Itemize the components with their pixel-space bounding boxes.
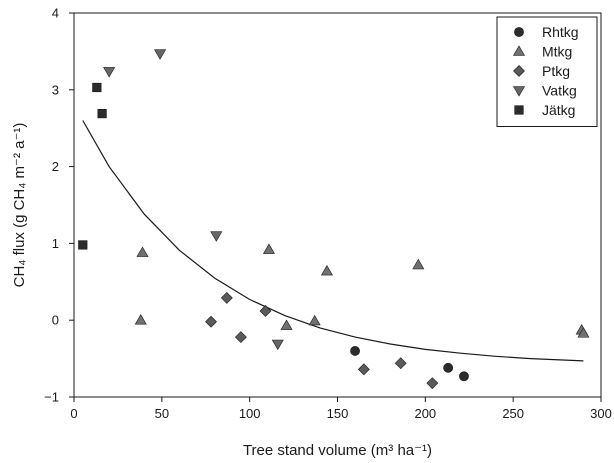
data-point (78, 240, 88, 250)
data-point (262, 243, 276, 254)
data-point (234, 331, 247, 344)
x-axis: 0 50 100 150 200 250 300 (70, 397, 612, 421)
x-tick-label: 300 (590, 406, 612, 421)
data-point (136, 246, 149, 257)
x-tick-label: 50 (155, 406, 169, 421)
data-point (412, 258, 425, 270)
legend: Rhtkg Mtkg Ptkg Vatkg Jätkg (496, 16, 598, 127)
x-tick-label: 0 (70, 406, 77, 421)
y-tick-label: 2 (52, 159, 59, 174)
data-point (220, 292, 233, 304)
data-point (259, 305, 272, 317)
data-point (357, 363, 370, 376)
y-tick-label: 0 (52, 313, 59, 328)
legend-box (496, 16, 598, 127)
legend-label: Ptkg (542, 63, 570, 79)
data-point (443, 362, 454, 373)
y-tick-label: 3 (52, 82, 59, 97)
series-circle (350, 346, 469, 382)
legend-label: Jätkg (542, 102, 575, 118)
data-point (394, 357, 407, 370)
data-point (92, 82, 102, 93)
legend-marker (514, 105, 524, 115)
y-axis: −1 0 1 2 3 4 (44, 6, 74, 405)
x-tick-label: 250 (502, 406, 524, 421)
data-point (271, 339, 284, 351)
series-triangle-up (134, 243, 590, 338)
series-triangle-down (103, 49, 284, 351)
y-axis-title: CH₄ flux (g CH₄ m⁻² a⁻¹) (11, 123, 28, 288)
legend-label: Mtkg (542, 44, 572, 60)
data-point (320, 264, 333, 276)
y-tick-label: 4 (52, 6, 59, 21)
data-point (97, 109, 107, 119)
y-tick-label: 1 (52, 236, 59, 251)
x-axis-title: Tree stand volume (m³ ha⁻¹) (243, 442, 432, 459)
x-tick-label: 200 (414, 406, 436, 421)
y-tick-label: −1 (44, 390, 59, 405)
data-point (459, 371, 469, 382)
data-point (426, 377, 439, 390)
data-point (205, 315, 217, 328)
legend-marker (512, 45, 526, 56)
data-point (154, 49, 167, 60)
legend-label: Vatkg (542, 83, 577, 99)
data-points-layer (78, 49, 590, 390)
fit-curve (82, 120, 584, 362)
legend-marker (513, 65, 525, 77)
data-point (210, 231, 223, 242)
legend-marker (514, 27, 524, 37)
data-point (280, 319, 293, 330)
series-diamond (205, 292, 439, 390)
series-square (78, 82, 107, 250)
data-point (308, 314, 321, 326)
x-tick-label: 150 (327, 406, 349, 421)
legend-marker (512, 86, 526, 97)
x-tick-label: 100 (239, 406, 261, 421)
data-point (350, 346, 360, 356)
fit-curve-layer (82, 120, 584, 362)
data-point (577, 327, 590, 338)
data-point (103, 67, 116, 78)
legend-label: Rhtkg (542, 24, 579, 40)
data-point (134, 314, 147, 325)
